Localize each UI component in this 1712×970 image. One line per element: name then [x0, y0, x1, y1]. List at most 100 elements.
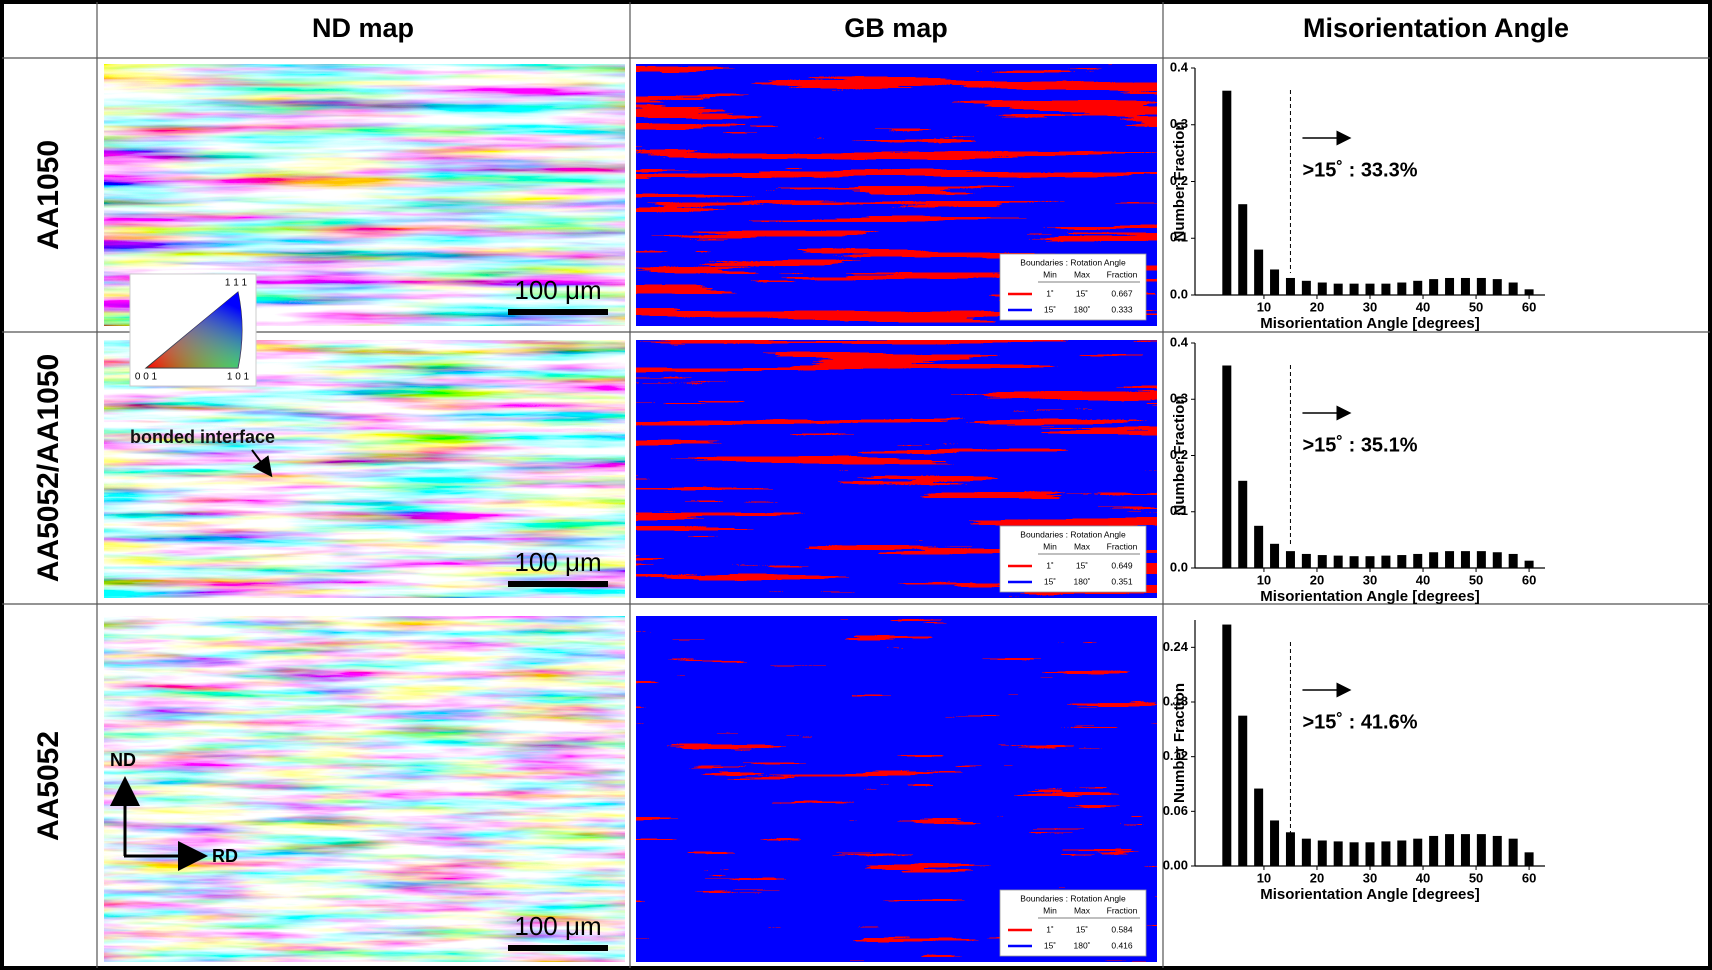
column-header: Misorientation Angle — [1303, 13, 1569, 43]
bar — [1508, 553, 1518, 568]
bar — [1317, 555, 1327, 568]
y-tick-label: 0.24 — [1163, 639, 1189, 654]
annotation: >15˚ : 33.3% — [1302, 158, 1417, 181]
scale-bar — [508, 945, 608, 951]
x-axis-label: Misorientation Angle [degrees] — [1260, 886, 1479, 903]
x-axis-label: Misorientation Angle [degrees] — [1260, 315, 1479, 332]
scale-bar-label: 100 μm — [514, 275, 601, 305]
bar — [1301, 280, 1311, 295]
x-tick-label: 50 — [1469, 572, 1483, 587]
row-label: AA5052 — [32, 731, 65, 841]
legend-header: Fraction — [1107, 541, 1138, 551]
bar — [1238, 480, 1248, 568]
legend-cell: 0.649 — [1111, 560, 1133, 570]
bar — [1397, 840, 1407, 866]
x-tick-label: 60 — [1522, 299, 1536, 314]
bar — [1270, 269, 1280, 295]
annotation: >15˚ : 41.6% — [1302, 710, 1417, 733]
legend-cell: 15˚ — [1076, 288, 1088, 298]
x-tick-label: 60 — [1522, 870, 1536, 885]
bar — [1413, 553, 1423, 568]
y-axis-label: Number Fraction — [1171, 395, 1188, 515]
y-tick-label: 0.00 — [1163, 857, 1188, 872]
bar — [1492, 279, 1502, 295]
bar — [1445, 277, 1455, 295]
legend-cell: 0.351 — [1111, 576, 1133, 586]
y-tick-label: 0.1 — [1170, 230, 1188, 245]
y-axis-label: Number Fraction — [1171, 683, 1188, 803]
bar — [1445, 834, 1455, 866]
annotation: >15˚ : 35.1% — [1302, 433, 1417, 456]
bar — [1476, 277, 1486, 295]
legend-cell: 15˚ — [1076, 560, 1088, 570]
ipf-label: 1 1 1 — [225, 278, 248, 289]
y-tick-label: 0.3 — [1170, 116, 1188, 131]
bar — [1317, 840, 1327, 866]
bar — [1270, 543, 1280, 568]
axis-label: RD — [212, 846, 238, 866]
bar — [1317, 282, 1327, 295]
x-axis-label: Misorientation Angle [degrees] — [1260, 588, 1479, 605]
bar — [1285, 551, 1295, 568]
x-tick-label: 20 — [1310, 870, 1324, 885]
bar — [1285, 277, 1295, 295]
bar — [1301, 553, 1311, 568]
x-tick-label: 40 — [1416, 870, 1430, 885]
bar — [1254, 525, 1264, 568]
bar — [1365, 842, 1375, 866]
bar — [1492, 552, 1502, 568]
legend-cell: 180˚ — [1073, 940, 1090, 950]
y-tick-label: 0.2 — [1170, 173, 1188, 188]
legend-cell: 15˚ — [1076, 924, 1088, 934]
bar — [1460, 551, 1470, 568]
x-tick-label: 50 — [1469, 870, 1483, 885]
bar — [1349, 842, 1359, 866]
bar — [1429, 835, 1439, 866]
bar — [1254, 788, 1264, 866]
legend-title: Boundaries : Rotation Angle — [1020, 257, 1126, 267]
bar — [1238, 715, 1248, 866]
bar — [1222, 624, 1232, 866]
bar — [1397, 282, 1407, 295]
legend-cell: 180˚ — [1073, 304, 1090, 314]
legend-cell: 0.416 — [1111, 940, 1133, 950]
legend-cell: 1˚ — [1046, 924, 1054, 934]
bar — [1429, 279, 1439, 295]
x-tick-label: 10 — [1257, 870, 1271, 885]
y-tick-label: 0.18 — [1163, 693, 1188, 708]
y-tick-label: 0.0 — [1170, 286, 1188, 301]
y-tick-label: 0.2 — [1170, 447, 1188, 462]
bar — [1333, 841, 1343, 866]
legend-cell: 15˚ — [1044, 576, 1056, 586]
axis-label: ND — [110, 750, 136, 770]
legend-cell: 0.667 — [1111, 288, 1133, 298]
bar — [1413, 280, 1423, 295]
bar — [1333, 283, 1343, 295]
x-tick-label: 50 — [1469, 299, 1483, 314]
scale-bar — [508, 309, 608, 315]
ipf-label: 1 0 1 — [227, 372, 250, 383]
bar — [1476, 551, 1486, 568]
legend-header: Max — [1074, 905, 1091, 915]
bar — [1381, 555, 1391, 568]
bar — [1460, 834, 1470, 866]
y-tick-label: 0.1 — [1170, 503, 1188, 518]
bar — [1460, 277, 1470, 295]
x-tick-label: 60 — [1522, 572, 1536, 587]
x-tick-label: 40 — [1416, 299, 1430, 314]
bar — [1492, 835, 1502, 866]
bar — [1429, 552, 1439, 568]
ipf-triangle-shade — [146, 292, 242, 368]
scale-bar-label: 100 μm — [514, 911, 601, 941]
x-tick-label: 10 — [1257, 572, 1271, 587]
legend-cell: 15˚ — [1044, 940, 1056, 950]
ipf-label: 0 0 1 — [135, 372, 158, 383]
annotation: bonded interface — [130, 427, 275, 447]
x-tick-label: 30 — [1363, 299, 1377, 314]
nd-map — [104, 616, 625, 962]
bar — [1238, 204, 1248, 295]
bar — [1349, 283, 1359, 295]
bar — [1365, 556, 1375, 568]
bar — [1524, 560, 1534, 568]
